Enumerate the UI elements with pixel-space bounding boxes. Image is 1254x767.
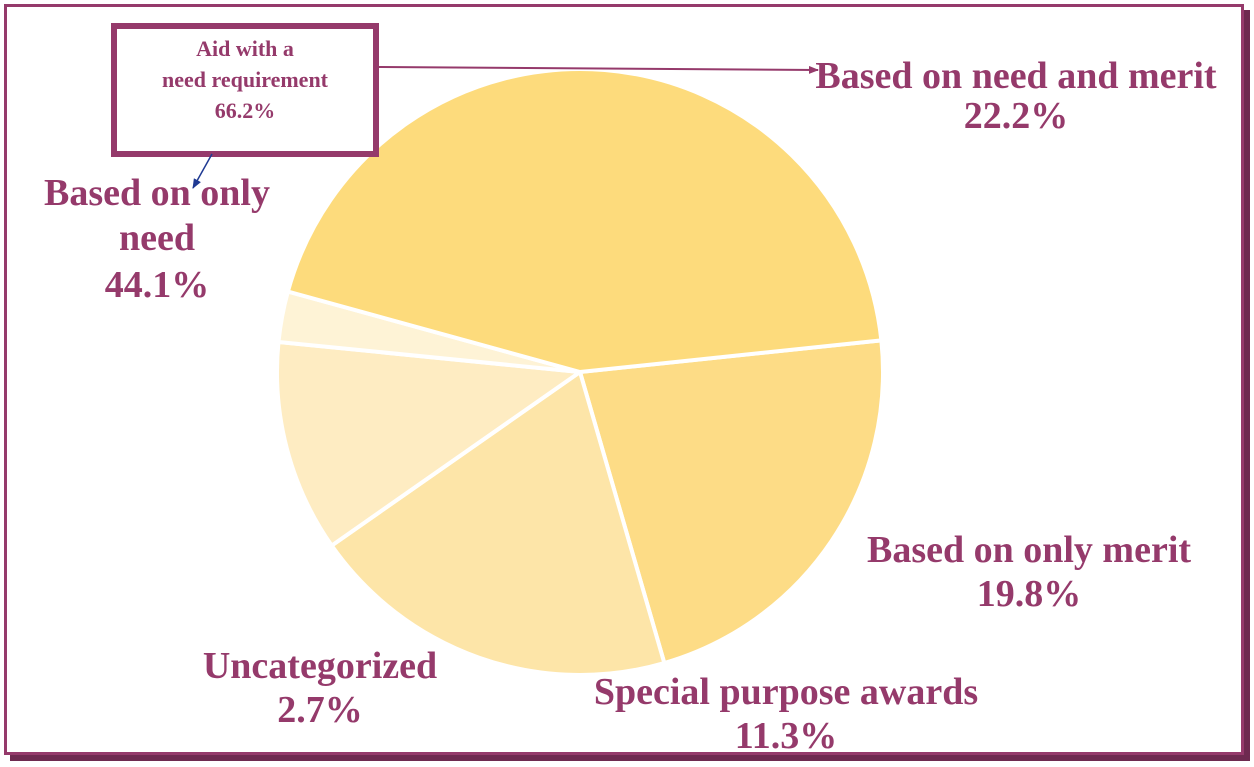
label-merit-name: Based on only merit	[867, 529, 1191, 571]
label-need-line1: Based on only	[44, 172, 270, 214]
label-need-line2: need	[119, 217, 195, 259]
label-need-value: 44.1%	[105, 264, 210, 306]
label-merit-value: 19.8%	[977, 573, 1082, 615]
label-need-merit-name: Based on need and merit	[815, 55, 1216, 97]
pie-slice-special-purpose-awards	[275, 339, 586, 549]
pie-slice-based-on-only-merit	[328, 368, 667, 677]
pie-slice-based-on-only-need	[285, 67, 884, 375]
annotation-line1: Aid with a	[196, 36, 294, 61]
annotation-line2: need requirement	[162, 67, 329, 92]
arrow-to-need-merit	[375, 65, 819, 74]
arrow-to-only-need	[192, 153, 213, 189]
pie-slice-based-on-need-and-merit	[577, 338, 885, 666]
label-special-name: Special purpose awards	[594, 671, 978, 713]
label-need-merit-value: 22.2%	[964, 95, 1069, 137]
pie-slices	[275, 67, 885, 677]
need-requirement-box	[111, 23, 379, 157]
annotation-value: 66.2%	[215, 98, 276, 123]
label-uncat-value: 2.7%	[277, 689, 363, 731]
label-special-value: 11.3%	[735, 715, 837, 757]
label-uncat-name: Uncategorized	[203, 645, 437, 687]
